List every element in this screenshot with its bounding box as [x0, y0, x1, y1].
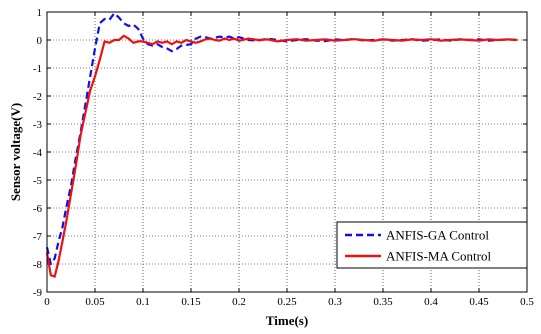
y-tick-label: -4 — [33, 147, 43, 159]
x-tick-label: 0 — [44, 296, 50, 308]
y-tick-label: -7 — [33, 231, 43, 243]
x-tick-label: 0.3 — [328, 296, 342, 308]
x-tick-label: 0.2 — [232, 296, 246, 308]
plot-frame — [46, 11, 528, 293]
x-tick-label: 0.35 — [373, 296, 393, 308]
x-tick-label: 0.25 — [277, 296, 297, 308]
legend-label-anfis-ma: ANFIS-MA Control — [386, 249, 491, 264]
x-tick-label: 0.4 — [424, 296, 438, 308]
series-lines — [45, 12, 518, 278]
y-axis-label: Sensor voltage(V) — [8, 103, 23, 201]
y-tick-label: -6 — [33, 203, 43, 215]
y-tick-label: -8 — [33, 259, 43, 271]
x-tick-label: 0.15 — [181, 296, 201, 308]
y-tick-label: 1 — [37, 7, 43, 19]
y-tick-label: -2 — [33, 91, 42, 103]
legend: ANFIS-GA Control ANFIS-MA Control — [336, 221, 528, 269]
y-tick-label: -1 — [33, 63, 42, 75]
x-tick-label: 0.05 — [85, 296, 105, 308]
y-tick-label: 0 — [37, 35, 43, 47]
x-tick-label: 0.5 — [520, 296, 534, 308]
series-line-anfis-ma — [45, 34, 518, 278]
legend-label-anfis-ga: ANFIS-GA Control — [386, 228, 489, 243]
x-axis-label: Time(s) — [266, 313, 308, 328]
x-tick-label: 0.1 — [136, 296, 150, 308]
y-tick-label: -9 — [33, 287, 43, 299]
tick-labels: 0 0.05 0.1 0.15 0.2 0.25 0.3 0.35 0.4 0.45 0.5 1 0 -1… — [33, 7, 535, 308]
y-tick-label: -3 — [33, 119, 43, 131]
legend-box — [336, 221, 528, 269]
y-tick-label: -5 — [33, 175, 43, 187]
x-tick-label: 0.45 — [469, 296, 489, 308]
